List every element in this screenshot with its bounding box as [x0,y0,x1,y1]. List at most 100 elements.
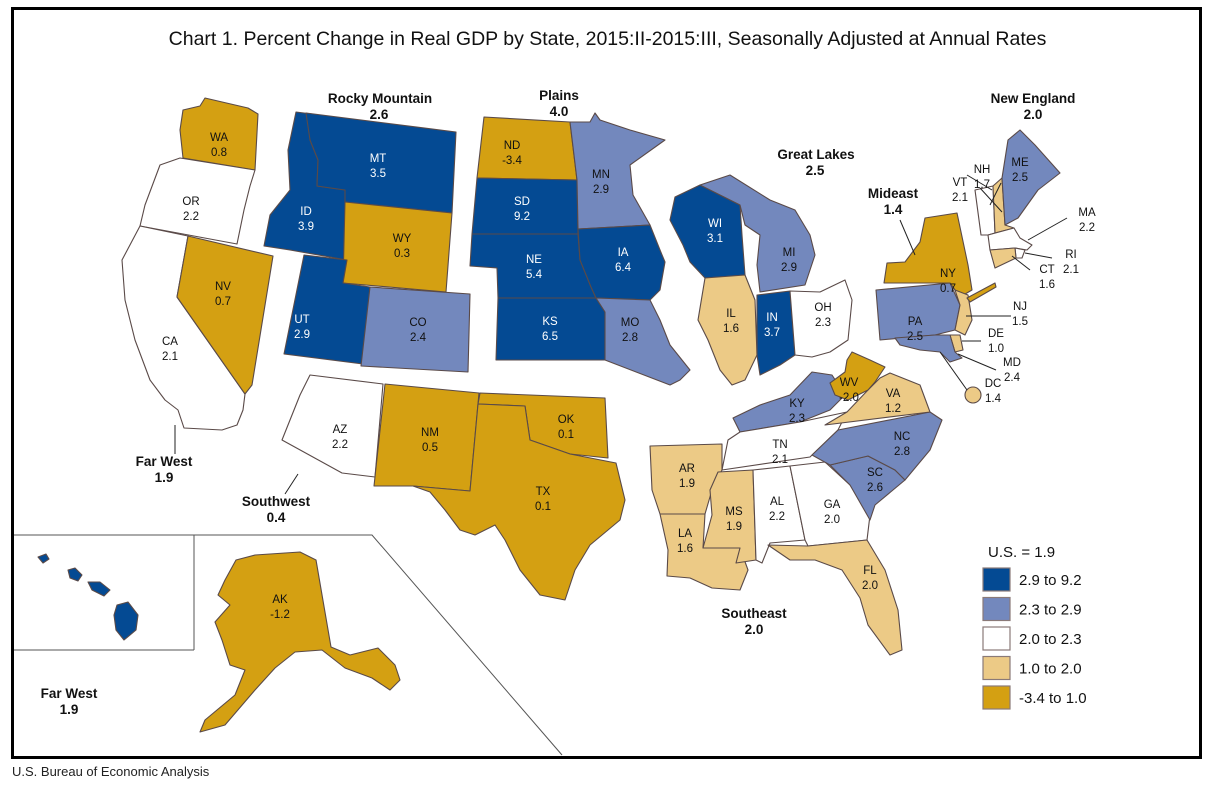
state-value-wv: -2.0 [839,392,859,404]
state-value-id: 3.9 [298,221,314,233]
state-NE[interactable] [469,233,597,299]
state-MO[interactable] [595,297,691,386]
legend-swatch [982,596,1011,622]
state-WY[interactable] [342,201,453,293]
state-OR[interactable] [139,157,256,245]
state-FL[interactable] [767,539,903,656]
state-value-nc: 2.8 [894,446,910,458]
state-label-ar: AR [679,463,695,475]
state-value-tn: 2.1 [772,454,788,466]
region-new-england-value: 2.0 [1024,107,1043,122]
state-VA[interactable] [824,372,931,426]
state-value-md: 2.4 [1004,372,1021,384]
state-label-ri: RI [1065,249,1077,261]
state-value-dc: 1.4 [985,393,1002,405]
state-HI[interactable] [113,601,139,641]
state-MD[interactable] [894,334,963,363]
state-AR[interactable] [649,443,723,515]
region-mideast-name: Mideast [868,186,919,201]
legend-swatch [982,567,1011,592]
state-value-nd: -3.4 [502,155,522,167]
state-label-nv: NV [215,281,231,293]
region-far-west-inset-name: Far West [41,686,98,701]
state-value-ky: 2.3 [789,413,805,425]
state-label-ma: MA [1078,207,1096,219]
state-value-nj: 1.5 [1012,316,1028,328]
state-WV[interactable] [829,351,886,401]
state-label-pa: PA [908,316,923,328]
state-label-co: CO [409,317,426,329]
state-AZ[interactable] [281,374,384,478]
state-ME[interactable] [1001,129,1061,226]
state-TX[interactable] [412,403,626,601]
state-DC[interactable] [964,386,982,404]
state-label-wv: WV [840,377,859,389]
state-label-nc: NC [894,431,911,443]
state-HI-group[interactable] [37,553,139,641]
state-label-me: ME [1011,157,1029,169]
state-WA[interactable] [179,97,259,171]
state-IA[interactable] [577,224,666,301]
state-label-wa: WA [210,132,228,144]
state-label-la: LA [678,528,692,540]
state-label-de: DE [988,328,1004,340]
state-label-wi: WI [708,218,722,230]
state-NJ[interactable] [954,289,973,336]
region-far-west-value: 1.9 [155,470,174,485]
state-RI[interactable] [1014,247,1026,259]
state-label-sc: SC [867,467,883,479]
state-value-il: 1.6 [723,323,739,335]
state-label-ne: NE [526,254,542,266]
state-AK[interactable] [199,551,401,733]
state-CO[interactable] [360,286,471,373]
state-CT[interactable] [989,247,1017,269]
state-value-az: 2.2 [332,439,348,451]
state-NY-longisland [966,282,997,303]
state-label-il: IL [726,308,736,320]
state-value-ok: 0.1 [558,429,574,441]
state-value-ne: 5.4 [526,269,543,281]
legend-label: -3.4 to 1.0 [1019,690,1087,707]
state-NV[interactable] [176,235,274,395]
region-rocky-mountain-name: Rocky Mountain [328,91,432,106]
chart-title: Chart 1. Percent Change in Real GDP by S… [168,28,1047,50]
state-LA[interactable] [659,513,749,591]
leader-lines [174,174,1068,495]
state-value-sc: 2.6 [867,482,883,494]
region-plains-value: 4.0 [550,104,569,119]
region-southwest-name: Southwest [242,494,311,509]
state-NC[interactable] [811,411,943,481]
legend-label: 2.3 to 2.9 [1019,602,1082,619]
state-NY[interactable] [883,212,973,298]
state-value-ut: 2.9 [294,329,310,341]
state-value-co: 2.4 [410,332,427,344]
state-MT[interactable] [305,112,457,214]
state-label-ia: IA [618,247,629,259]
state-label-oh: OH [814,302,831,314]
state-value-ia: 6.4 [615,262,632,274]
state-OH[interactable] [789,279,853,358]
hawaii-oahu [67,567,83,582]
state-label-fl: FL [863,565,877,577]
state-IL[interactable] [697,274,758,386]
state-label-ms: MS [725,506,743,518]
inset-frame [14,534,563,756]
state-GA[interactable] [789,461,871,547]
state-label-or: OR [182,196,199,208]
state-label-mt: MT [370,153,387,165]
state-value-pa: 2.5 [907,331,923,343]
state-label-nh: NH [974,164,991,176]
state-label-nm: NM [421,427,439,439]
state-label-mo: MO [621,317,640,329]
state-value-de: 1.0 [988,343,1004,355]
state-MI[interactable] [699,174,816,293]
state-MN[interactable] [569,112,666,230]
legend-label: 1.0 to 2.0 [1019,661,1082,678]
state-KS[interactable] [495,297,606,361]
region-far-west-inset-value: 1.9 [60,702,79,717]
state-ND[interactable] [476,116,578,181]
state-label-mi: MI [783,247,796,259]
state-value-vt: 2.1 [952,192,968,204]
state-label-vt: VT [953,177,968,189]
state-value-ar: 1.9 [679,478,695,490]
